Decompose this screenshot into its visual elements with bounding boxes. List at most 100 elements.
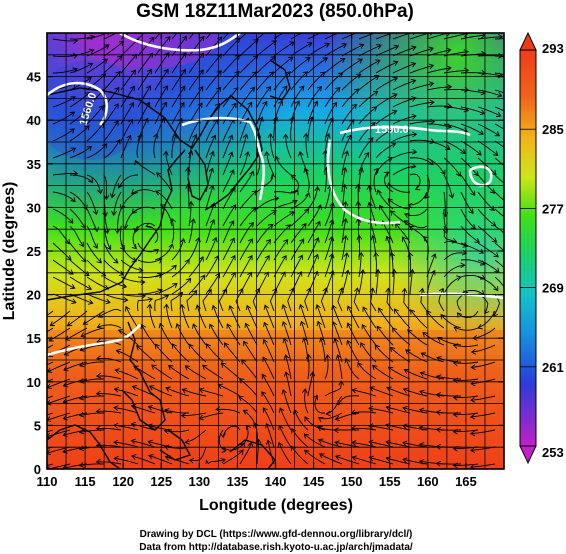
colorbar-label: 261 — [542, 360, 564, 375]
streamline — [188, 274, 206, 295]
streamline — [222, 237, 235, 261]
y-tick-label: 15 — [27, 331, 41, 346]
streamline — [337, 287, 343, 312]
streamline — [424, 174, 430, 199]
streamline — [69, 49, 94, 57]
streamline — [290, 254, 303, 278]
streamline — [239, 134, 248, 159]
streamline-arrowhead — [86, 145, 93, 151]
streamline-arrowhead — [447, 103, 453, 110]
streamline-arrowhead — [334, 415, 341, 422]
streamline — [261, 374, 275, 397]
streamline-arrowhead — [151, 22, 156, 27]
streamline-arrowhead — [385, 405, 391, 411]
streamline-arrowhead — [411, 131, 418, 138]
streamline-arrowhead — [361, 323, 367, 330]
streamline-arrowhead — [281, 254, 287, 261]
streamline — [69, 276, 92, 290]
streamline — [402, 458, 428, 465]
streamline-arrowhead — [448, 193, 455, 199]
streamline — [125, 306, 139, 329]
streamline — [256, 239, 271, 261]
streamline-arrowhead — [263, 271, 269, 277]
streamline — [47, 429, 54, 433]
streamline-arrowhead — [113, 120, 119, 126]
streamline-arrowhead — [353, 88, 360, 94]
streamline — [239, 238, 253, 261]
streamline-arrowhead — [199, 35, 205, 42]
streamline-arrowhead — [180, 85, 186, 91]
streamline-arrowhead — [420, 352, 427, 358]
streamline — [188, 344, 207, 363]
streamline-arrowhead — [158, 322, 165, 329]
streamline-arrowhead — [111, 210, 117, 217]
streamline — [351, 441, 377, 448]
streamline — [353, 288, 360, 312]
streamline-arrowhead — [264, 254, 270, 261]
streamline-arrowhead — [87, 62, 94, 68]
streamline-arrowhead — [392, 76, 398, 82]
streamline — [47, 327, 54, 333]
streamline — [477, 140, 499, 156]
streamline — [205, 53, 222, 74]
streamline — [222, 54, 240, 74]
streamline-arrowhead — [226, 323, 232, 329]
streamline-arrowhead — [210, 134, 217, 141]
streamline-arrowhead — [338, 287, 344, 293]
streamline — [273, 41, 295, 57]
streamline-arrowhead — [148, 453, 154, 460]
streamline-arrowhead — [299, 85, 305, 91]
streamline-arrowhead — [248, 221, 255, 228]
streamline-arrowhead — [271, 209, 277, 216]
streamline-arrowhead — [385, 439, 391, 446]
streamline-arrowhead — [216, 86, 222, 93]
streamline-arrowhead — [368, 137, 374, 143]
streamline — [324, 236, 333, 261]
streamline — [345, 358, 360, 380]
streamline-arrowhead — [357, 58, 363, 64]
streamline-arrowhead — [346, 322, 352, 328]
streamline — [324, 117, 334, 142]
streamline — [96, 375, 122, 380]
streamline — [386, 457, 411, 465]
streamline-arrowhead — [117, 328, 124, 335]
streamline — [86, 191, 97, 215]
streamline — [324, 381, 342, 397]
streamline — [202, 364, 224, 380]
streamline — [386, 288, 394, 312]
streamline — [205, 237, 217, 261]
streamline-arrowhead — [131, 189, 137, 195]
streamline — [188, 33, 195, 40]
streamline — [256, 40, 277, 57]
streamline — [256, 86, 271, 108]
streamline — [460, 259, 485, 266]
streamline — [154, 283, 178, 295]
streamline-arrowhead — [470, 397, 476, 403]
streamline-arrowhead — [351, 103, 358, 109]
streamline — [188, 86, 204, 108]
colorbar: 293 285 277 269 261 253 — [519, 31, 564, 465]
streamline — [273, 224, 291, 244]
streamline — [137, 85, 151, 108]
streamline — [457, 310, 479, 319]
streamline-arrowhead — [494, 131, 501, 137]
streamline-arrowhead — [210, 202, 216, 208]
streamline-arrowhead — [452, 411, 458, 418]
streamline — [387, 198, 411, 210]
streamline — [141, 324, 156, 346]
streamline-arrowhead — [153, 133, 159, 139]
streamline-arrowhead — [149, 36, 155, 43]
streamline — [409, 157, 434, 166]
streamline-arrowhead — [162, 85, 168, 91]
streamline-arrowhead — [418, 425, 425, 431]
streamline — [62, 429, 88, 436]
streamline — [494, 72, 504, 76]
streamline — [360, 342, 377, 363]
streamline-arrowhead — [429, 33, 433, 36]
streamline — [392, 79, 416, 91]
streamline-arrowhead — [211, 304, 217, 311]
streamline-arrowhead — [89, 34, 96, 41]
x-axis-ticks: 110 115 120 125 130 135 140 145 150 155 160 165 — [37, 33, 477, 489]
streamline — [470, 412, 496, 418]
streamline-arrowhead — [31, 352, 36, 357]
